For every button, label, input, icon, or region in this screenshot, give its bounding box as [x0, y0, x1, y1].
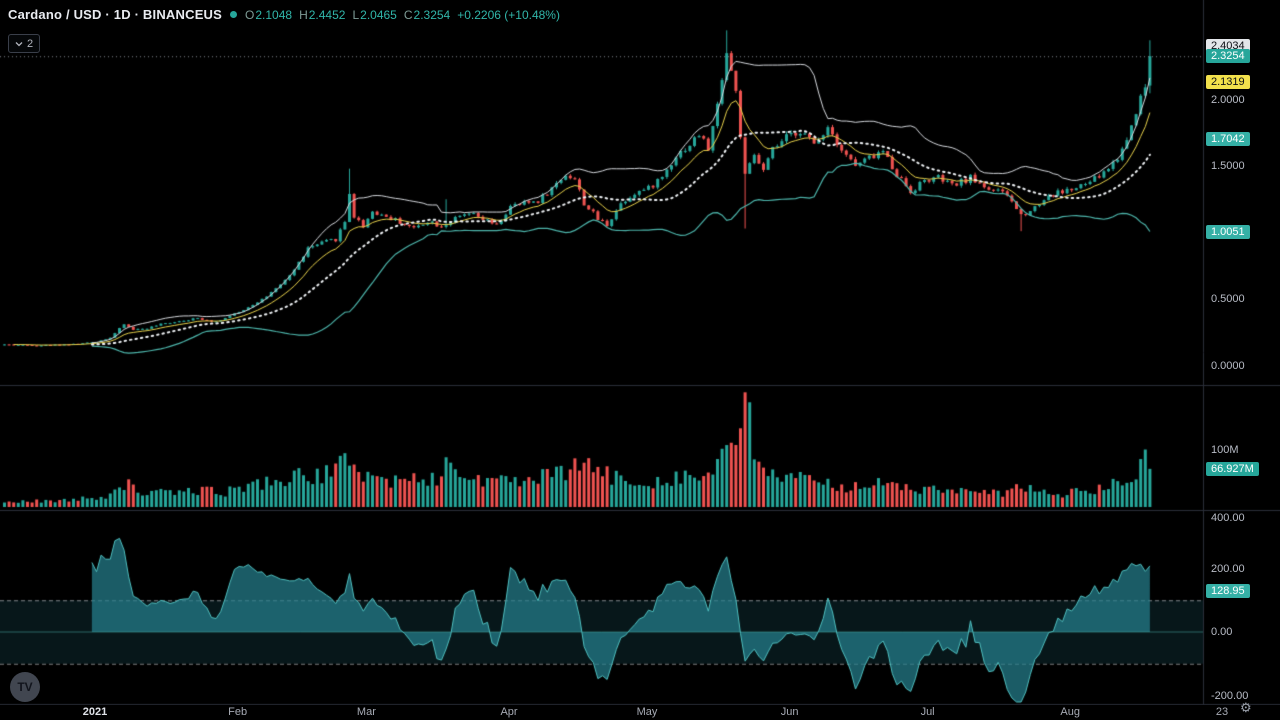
axis-tick-label: -200.00 [1211, 689, 1249, 702]
time-axis-label: May [636, 706, 658, 718]
axis-tick-label: 1.5000 [1211, 160, 1245, 172]
indicators-collapse-button[interactable]: 2 [8, 34, 41, 53]
axis-tick-label: 400.00 [1211, 512, 1245, 524]
time-axis-label: 23 [1215, 706, 1229, 718]
change-value: +0.2206 (+10.48%) [457, 7, 560, 22]
symbol-title[interactable]: Cardano / USD · 1D · BINANCEUS [8, 7, 223, 22]
chevron-down-icon [15, 41, 23, 46]
axis-tick-label: 2.0000 [1211, 93, 1245, 106]
time-axis-label: Jul [920, 706, 935, 718]
axis-tick-label: 200.00 [1211, 562, 1245, 575]
time-axis-label: 2021 [82, 706, 108, 718]
price-axis[interactable]: 2.00001.50001.00000.50000.0000100M400.00… [1204, 0, 1280, 705]
ohlc-values: O2.1048 H2.4452 L2.0465 C2.3254 +0.2206 … [245, 8, 560, 22]
basis-value-label: 1.7042 [1206, 131, 1250, 146]
time-axis[interactable]: 2021 Feb Mar Apr May Jun Jul Aug 23 [0, 705, 1280, 720]
time-axis-label: Apr [500, 706, 518, 718]
volume-value-label: 66.927M [1206, 461, 1259, 476]
axis-tick-label: 0.00 [1211, 626, 1233, 638]
close-value: C2.3254 [403, 7, 451, 22]
low-value: L2.0465 [352, 7, 397, 22]
lower-band-value-label: 1.0051 [1206, 224, 1250, 239]
status-dot-icon [230, 11, 238, 18]
open-value: O2.1048 [245, 7, 293, 22]
oscillator-value-label: 128.95 [1206, 584, 1250, 599]
time-axis-label: Jun [780, 706, 799, 718]
settings-gear-icon[interactable]: ⚙ [1240, 700, 1252, 715]
time-axis-label: Aug [1060, 706, 1080, 718]
axis-tick-label: 0.0000 [1211, 359, 1245, 372]
ema-value-label: 2.1319 [1206, 74, 1250, 89]
tradingview-logo[interactable]: TV [10, 672, 40, 702]
chart-legend: Cardano / USD · 1D · BINANCEUS O2.1048 H… [8, 7, 560, 22]
axis-tick-label: 0.5000 [1211, 293, 1245, 305]
last-price-label: 2.3254 [1206, 49, 1250, 64]
collapsed-count: 2 [27, 37, 34, 50]
time-axis-label: Feb [228, 706, 248, 718]
time-axis-label: Mar [356, 706, 376, 718]
high-value: H2.4452 [299, 7, 346, 22]
axis-tick-label: 100M [1211, 444, 1239, 456]
